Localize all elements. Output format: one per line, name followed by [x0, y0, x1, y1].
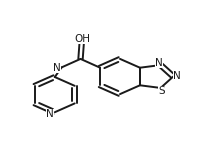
Text: N: N — [155, 58, 163, 68]
Text: N: N — [173, 71, 181, 81]
Text: N: N — [53, 63, 61, 73]
Text: N: N — [46, 109, 54, 119]
Text: OH: OH — [75, 34, 91, 44]
Text: S: S — [158, 86, 165, 96]
